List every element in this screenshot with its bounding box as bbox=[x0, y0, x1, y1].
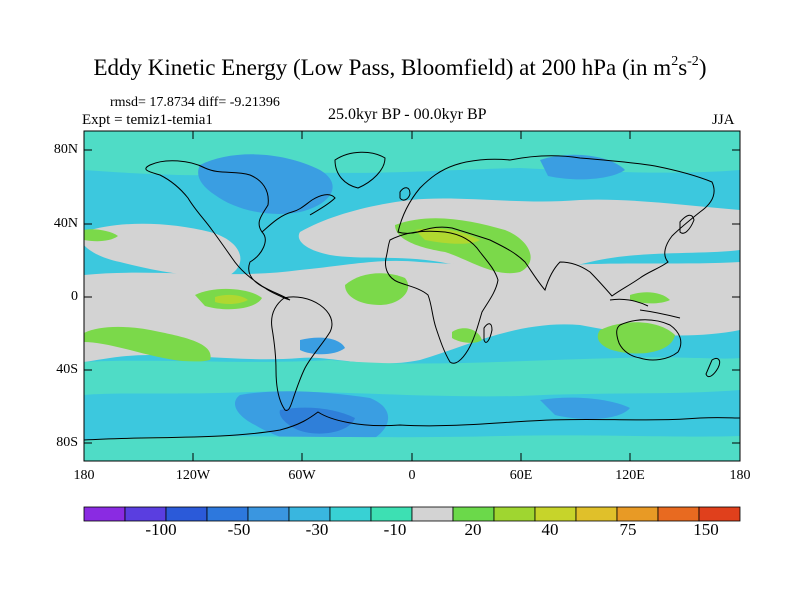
field-region bbox=[84, 229, 118, 242]
colorbar-swatch bbox=[411, 506, 454, 522]
lat-label: 40S bbox=[56, 362, 78, 377]
coastline-africa bbox=[385, 230, 499, 364]
field-region bbox=[84, 435, 740, 461]
colorbar-label: -100 bbox=[145, 520, 177, 539]
field-region bbox=[630, 292, 670, 304]
lon-label: 120W bbox=[175, 468, 211, 483]
lat-label: 80N bbox=[53, 142, 78, 157]
field-region bbox=[198, 154, 333, 215]
colorbar-label: 75 bbox=[619, 520, 637, 539]
lat-label: 80S bbox=[56, 435, 78, 450]
colorbar-label: -30 bbox=[305, 520, 329, 539]
field-region bbox=[84, 223, 241, 277]
colorbar-swatch bbox=[83, 506, 126, 522]
field-region bbox=[540, 397, 630, 420]
field-region bbox=[215, 294, 248, 305]
lat-label: 40N bbox=[53, 216, 78, 231]
coastline-south-america bbox=[271, 296, 333, 411]
colorbar-swatch bbox=[616, 506, 659, 522]
coastline-new-zealand bbox=[705, 357, 721, 378]
lon-label: 120E bbox=[615, 468, 645, 483]
coastline-madagascar bbox=[483, 323, 493, 343]
field-region bbox=[540, 154, 625, 180]
coastline-north-america bbox=[145, 160, 291, 301]
field-region bbox=[415, 228, 480, 244]
colorbar-label: 20 bbox=[464, 520, 482, 539]
coastline-antarctica bbox=[83, 411, 741, 441]
season-label: JJA bbox=[712, 112, 735, 128]
colorbar bbox=[83, 506, 741, 522]
coastline-japan bbox=[679, 214, 695, 234]
colorbar-swatch bbox=[288, 506, 331, 522]
colorbar-swatch bbox=[165, 506, 208, 522]
field-region bbox=[84, 357, 740, 397]
colorbar-swatch bbox=[657, 506, 700, 522]
colorbar-swatch bbox=[575, 506, 618, 522]
colorbar-swatch bbox=[534, 506, 577, 522]
colorbar-swatch bbox=[370, 506, 413, 522]
field-region bbox=[84, 260, 740, 364]
coastline-north-america-east bbox=[261, 194, 336, 233]
field-region bbox=[279, 407, 355, 434]
colorbar-swatch bbox=[493, 506, 536, 522]
coastline-britain bbox=[399, 187, 411, 201]
field-region bbox=[300, 337, 345, 355]
lon-label: 180 bbox=[729, 468, 751, 483]
lon-label: 180 bbox=[73, 468, 95, 483]
lon-label: 60E bbox=[509, 468, 533, 483]
field-region bbox=[298, 198, 740, 270]
lat-label: 0 bbox=[71, 289, 78, 304]
colorbar-swatch bbox=[247, 506, 290, 522]
stats-label: rmsd= 17.8734 diff= -9.21396 bbox=[110, 95, 280, 110]
coastline-indonesia bbox=[609, 298, 681, 319]
colorbar-swatch bbox=[329, 506, 372, 522]
lon-label: 60W bbox=[288, 468, 316, 483]
period-label: 25.0kyr BP - 00.0kyr BP bbox=[328, 106, 487, 123]
coastlines bbox=[83, 151, 741, 441]
plot-title: Eddy Kinetic Energy (Low Pass, Bloomfiel… bbox=[93, 54, 707, 80]
coastline-greenland bbox=[334, 151, 386, 189]
colorbar-swatch bbox=[124, 506, 167, 522]
axis-ticks bbox=[84, 131, 740, 461]
colorbar-swatch bbox=[452, 506, 495, 522]
coastline-eurasia bbox=[397, 155, 715, 297]
colorbar-label: 150 bbox=[693, 520, 719, 539]
colorbar-swatch bbox=[698, 506, 741, 522]
coastline-australia bbox=[616, 319, 682, 361]
colorbar-label: -10 bbox=[383, 520, 407, 539]
colorbar-label: 40 bbox=[541, 520, 559, 539]
field-region bbox=[84, 326, 211, 362]
colorbar-label: -50 bbox=[227, 520, 251, 539]
lon-label: 0 bbox=[408, 468, 416, 483]
field-layer bbox=[84, 131, 740, 461]
colorbar-swatch bbox=[206, 506, 249, 522]
field-region bbox=[452, 328, 482, 343]
field-region bbox=[345, 273, 409, 305]
experiment-label: Expt = temiz1-temia1 bbox=[82, 112, 213, 128]
